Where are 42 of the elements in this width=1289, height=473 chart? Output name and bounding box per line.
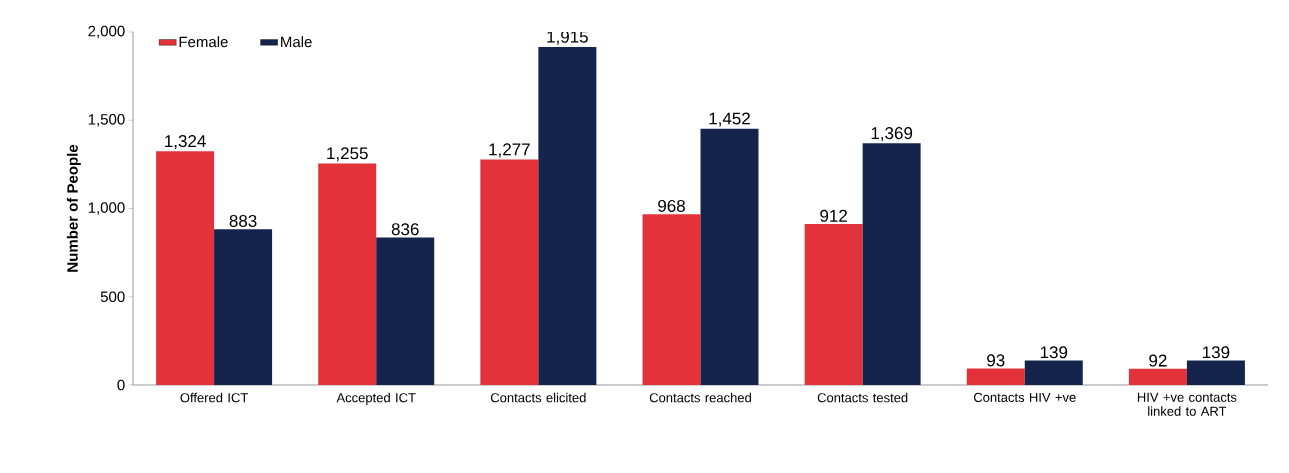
legend-label: Male <box>281 36 312 48</box>
bar <box>1128 368 1187 385</box>
data-label: 968 <box>658 199 685 212</box>
bar <box>804 224 863 385</box>
data-label: 1,324 <box>165 135 206 150</box>
bar <box>700 128 759 385</box>
data-label: 912 <box>820 209 847 222</box>
bar <box>862 143 921 385</box>
legend-label: Female <box>179 36 228 48</box>
y-tick-label: 500 <box>100 291 125 303</box>
data-label: 93 <box>987 354 1005 367</box>
y-tick-label: 0 <box>117 379 125 391</box>
bar <box>966 368 1025 385</box>
x-tick-label: Contacts reached <box>649 392 751 403</box>
data-label: 92 <box>1149 354 1167 367</box>
bar <box>376 237 435 385</box>
data-label: 1,369 <box>871 127 913 142</box>
bar <box>1186 360 1245 385</box>
data-label: 1,277 <box>489 143 530 158</box>
x-tick-label: HIV +ve contacts linked to ART <box>1137 392 1237 416</box>
bar <box>156 151 215 385</box>
data-label: 836 <box>391 223 419 236</box>
data-label: 1,452 <box>709 112 750 127</box>
x-tick-label: Accepted ICT <box>336 392 416 405</box>
x-tick-label: Offered ICT <box>180 392 248 403</box>
data-label: 1,255 <box>327 147 368 162</box>
bar <box>538 46 597 385</box>
data-label: 883 <box>229 214 257 227</box>
bar <box>480 159 539 385</box>
x-tick-label: Contacts elicited <box>490 392 586 403</box>
y-tick-label: 2,000 <box>88 25 125 39</box>
y-tick-label: 1,000 <box>88 202 125 215</box>
y-tick-label: 1,500 <box>88 114 125 127</box>
bar <box>318 163 377 385</box>
bar <box>1024 360 1083 385</box>
bar <box>214 229 273 385</box>
data-label: 139 <box>1040 346 1068 359</box>
data-label: 139 <box>1203 346 1230 359</box>
bar <box>642 214 701 385</box>
y-axis-title: Number of People <box>66 144 81 272</box>
x-tick-label: Contacts HIV +ve <box>973 392 1076 402</box>
x-tick-label: Contacts tested <box>817 392 908 403</box>
